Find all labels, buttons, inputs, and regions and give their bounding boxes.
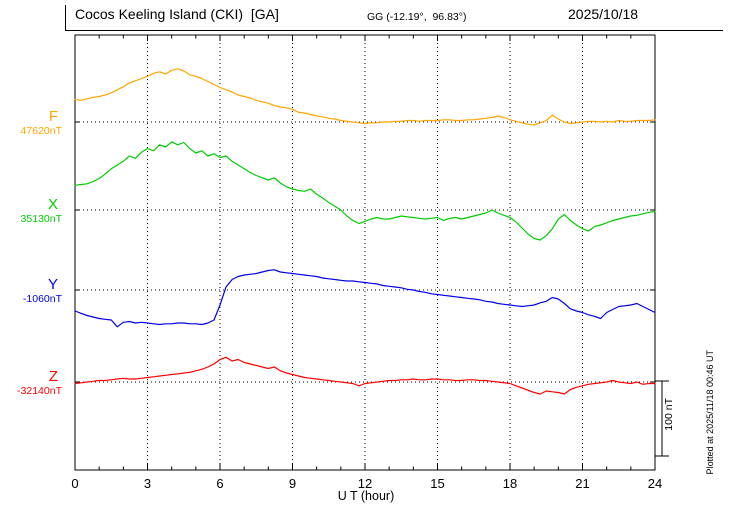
x-tick-label: 0 — [71, 476, 78, 491]
trace-z — [74, 356, 656, 395]
x-tick-label: 9 — [289, 476, 296, 491]
x-axis-label: U T (hour) — [337, 489, 395, 503]
series-label-x: X — [47, 196, 58, 213]
geo-coordinates: GG (-12.19°, 96.83°) — [367, 11, 467, 23]
plot-frame — [74, 34, 656, 471]
x-tick-label: 12 — [358, 476, 372, 491]
series-label-f: F — [48, 108, 58, 125]
scalebar-label: 100 nT — [663, 398, 675, 431]
trace-y — [74, 269, 656, 328]
series-baseline-z: -32140nT — [17, 385, 62, 397]
x-tick-label: 21 — [575, 476, 589, 491]
x-tick-label: 18 — [503, 476, 517, 491]
x-tick-label: 3 — [144, 476, 151, 491]
series-baseline-y: -1060nT — [22, 293, 62, 305]
series-label-z: Z — [48, 368, 58, 385]
x-tick-label: 24 — [648, 476, 662, 491]
station-title: Cocos Keeling Island (CKI) [GA] — [75, 6, 279, 22]
trace-x — [74, 141, 656, 241]
plotted-timestamp: Plotted at 2025/11/18 00:46 UT — [705, 350, 715, 475]
series-baseline-x: 35130nT — [20, 213, 62, 225]
plot-date: 2025/10/18 — [568, 6, 639, 22]
x-tick-label: 15 — [430, 476, 444, 491]
x-tick-label: 6 — [216, 476, 223, 491]
trace-f — [74, 68, 656, 126]
series-label-y: Y — [47, 276, 58, 293]
series-baseline-f: 47620nT — [20, 125, 62, 137]
